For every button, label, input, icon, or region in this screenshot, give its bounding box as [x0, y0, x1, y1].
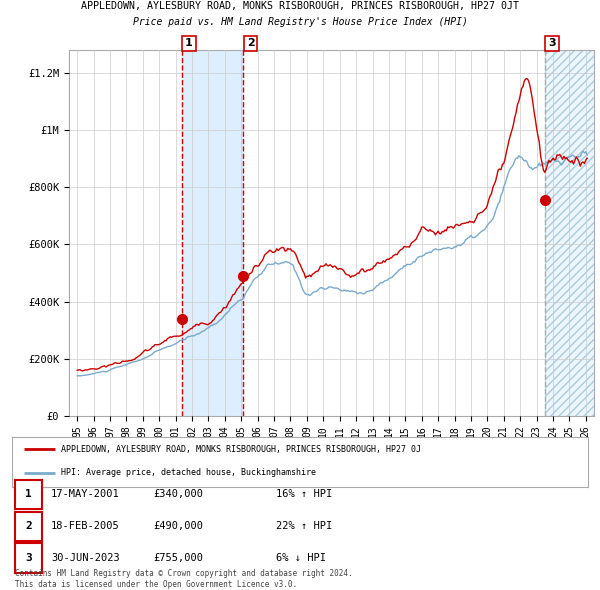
Text: HPI: Average price, detached house, Buckinghamshire: HPI: Average price, detached house, Buck… [61, 468, 316, 477]
Text: 17-MAY-2001: 17-MAY-2001 [51, 490, 120, 499]
Text: 22% ↑ HPI: 22% ↑ HPI [276, 522, 332, 531]
Text: APPLEDOWN, AYLESBURY ROAD, MONKS RISBOROUGH, PRINCES RISBOROUGH, HP27 0J: APPLEDOWN, AYLESBURY ROAD, MONKS RISBORO… [61, 445, 421, 454]
Text: 3: 3 [548, 38, 556, 48]
Text: APPLEDOWN, AYLESBURY ROAD, MONKS RISBOROUGH, PRINCES RISBOROUGH, HP27 0JT: APPLEDOWN, AYLESBURY ROAD, MONKS RISBORO… [81, 1, 519, 11]
Text: 2: 2 [247, 38, 254, 48]
Text: 16% ↑ HPI: 16% ↑ HPI [276, 490, 332, 499]
Text: Contains HM Land Registry data © Crown copyright and database right 2024.
This d: Contains HM Land Registry data © Crown c… [15, 569, 353, 589]
Text: £490,000: £490,000 [153, 522, 203, 531]
Bar [182, 50, 244, 416]
Text: £340,000: £340,000 [153, 490, 203, 499]
Bar [545, 50, 594, 416]
Text: £755,000: £755,000 [153, 553, 203, 563]
Text: 1: 1 [25, 490, 32, 499]
Text: Price paid vs. HM Land Registry's House Price Index (HPI): Price paid vs. HM Land Registry's House … [133, 17, 467, 27]
Text: 1: 1 [185, 38, 193, 48]
Text: 30-JUN-2023: 30-JUN-2023 [51, 553, 120, 563]
Text: 18-FEB-2005: 18-FEB-2005 [51, 522, 120, 531]
Bar [545, 50, 594, 416]
Text: 2: 2 [25, 522, 32, 531]
Text: 3: 3 [25, 553, 32, 563]
Text: 6% ↓ HPI: 6% ↓ HPI [276, 553, 326, 563]
